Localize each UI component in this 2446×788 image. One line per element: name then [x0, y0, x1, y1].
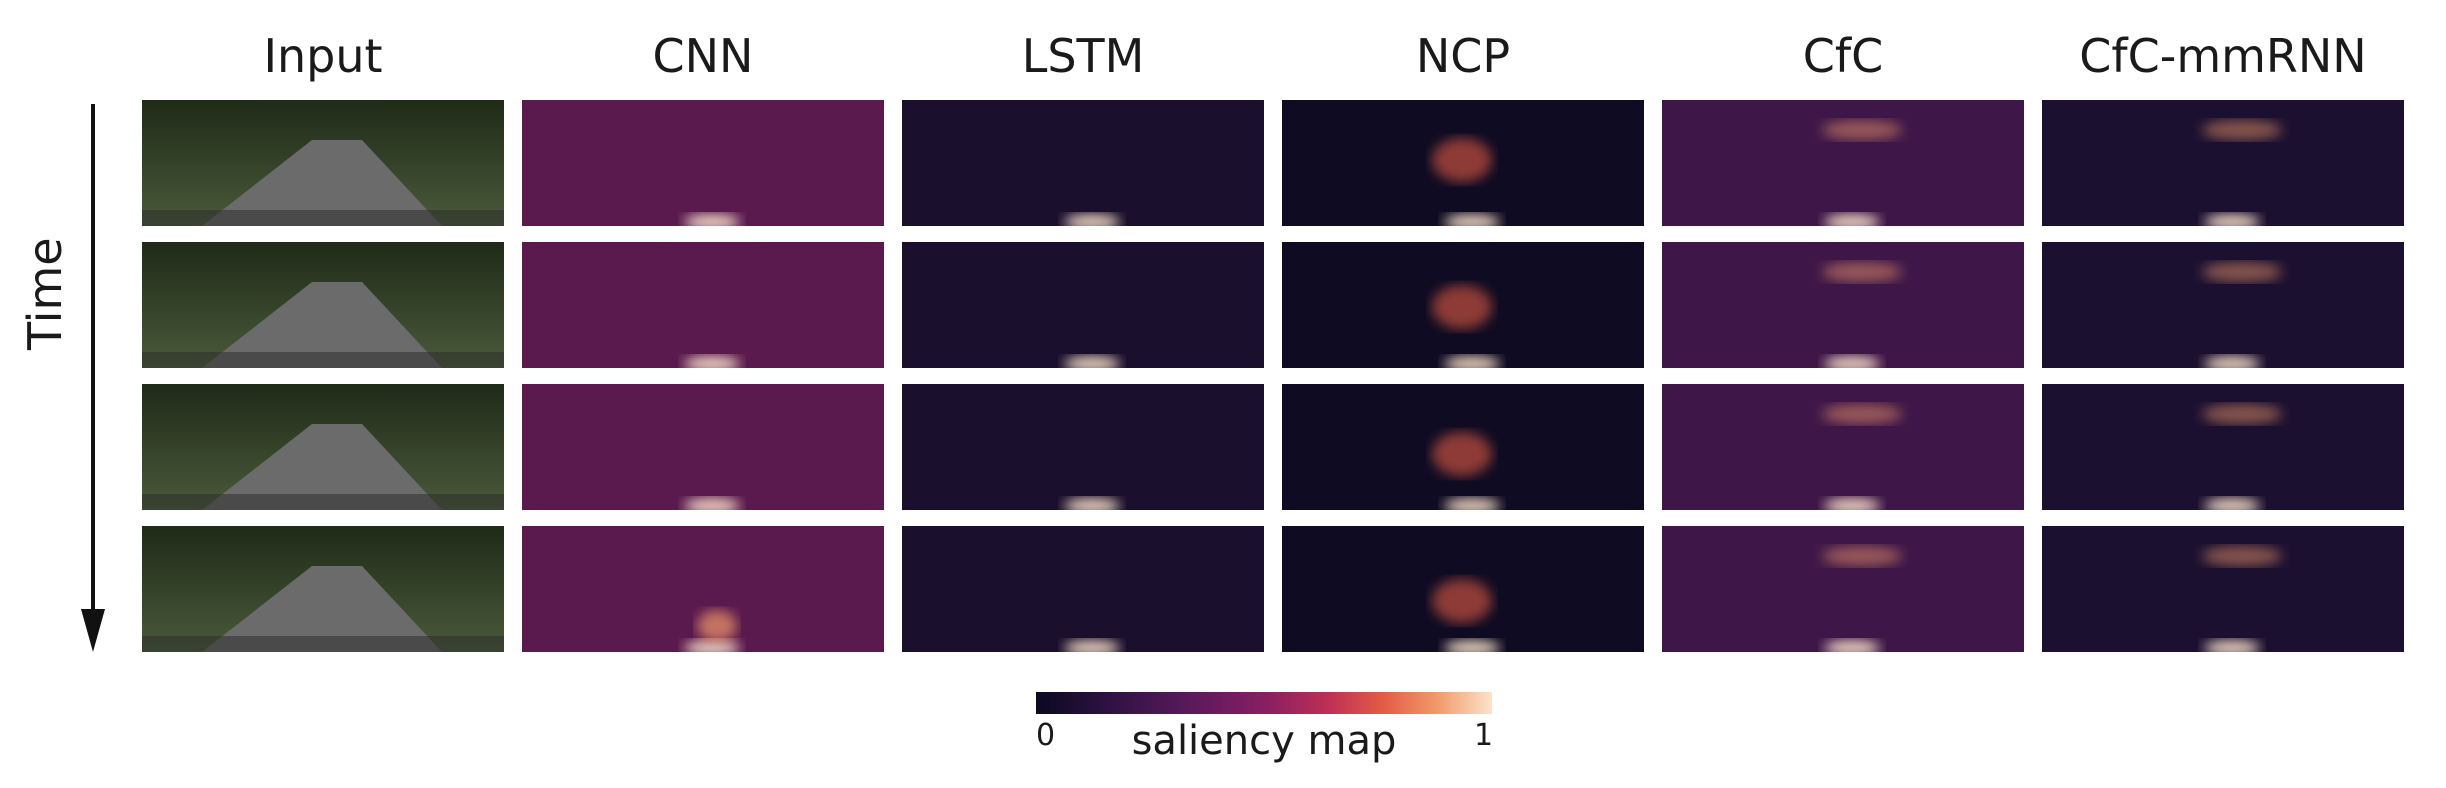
- panel-cfc-mmrnn-row-4: [2042, 526, 2404, 652]
- panel-cnn-row-1: [522, 100, 884, 226]
- panel-cfc-row-2: [1662, 242, 2024, 368]
- panel-ncp-row-3: [1282, 384, 1644, 510]
- colorbar-title: saliency map: [1131, 718, 1397, 764]
- panel-lstm-row-1: [902, 100, 1264, 226]
- panel-cfc-mmrnn-row-3: [2042, 384, 2404, 510]
- saliency-colorbar: [1036, 692, 1492, 714]
- panel-input-row-1: [142, 100, 504, 226]
- panel-cfc-mmrnn-row-2: [2042, 242, 2404, 368]
- panel-cfc-row-3: [1662, 384, 2024, 510]
- panel-input-row-4: [142, 526, 504, 652]
- panel-lstm-row-4: [902, 526, 1264, 652]
- time-axis-label: Time: [18, 237, 72, 350]
- panel-ncp-row-1: [1282, 100, 1644, 226]
- panel-lstm-row-3: [902, 384, 1264, 510]
- column-title-input: Input: [263, 29, 383, 83]
- column-title-ncp: NCP: [1415, 29, 1511, 83]
- panel-cfc-row-4: [1662, 526, 2024, 652]
- column-title-cfc: CfC: [1802, 29, 1884, 83]
- panel-ncp-row-4: [1282, 526, 1644, 652]
- panel-cfc-mmrnn-row-1: [2042, 100, 2404, 226]
- column-title-cnn: CNN: [652, 29, 754, 83]
- panel-input-row-3: [142, 384, 504, 510]
- panel-cnn-row-4: [522, 526, 884, 652]
- colorbar-min-label: 0: [1036, 718, 1056, 753]
- column-title-lstm: LSTM: [1021, 29, 1145, 83]
- column-title-cfc-mmrnn: CfC-mmRNN: [2079, 29, 2367, 83]
- time-arrow-icon: [81, 104, 105, 652]
- panel-cfc-row-1: [1662, 100, 2024, 226]
- colorbar-max-label: 1: [1474, 718, 1494, 753]
- panel-input-row-2: [142, 242, 504, 368]
- panel-cnn-row-2: [522, 242, 884, 368]
- panel-lstm-row-2: [902, 242, 1264, 368]
- panel-ncp-row-2: [1282, 242, 1644, 368]
- panel-cnn-row-3: [522, 384, 884, 510]
